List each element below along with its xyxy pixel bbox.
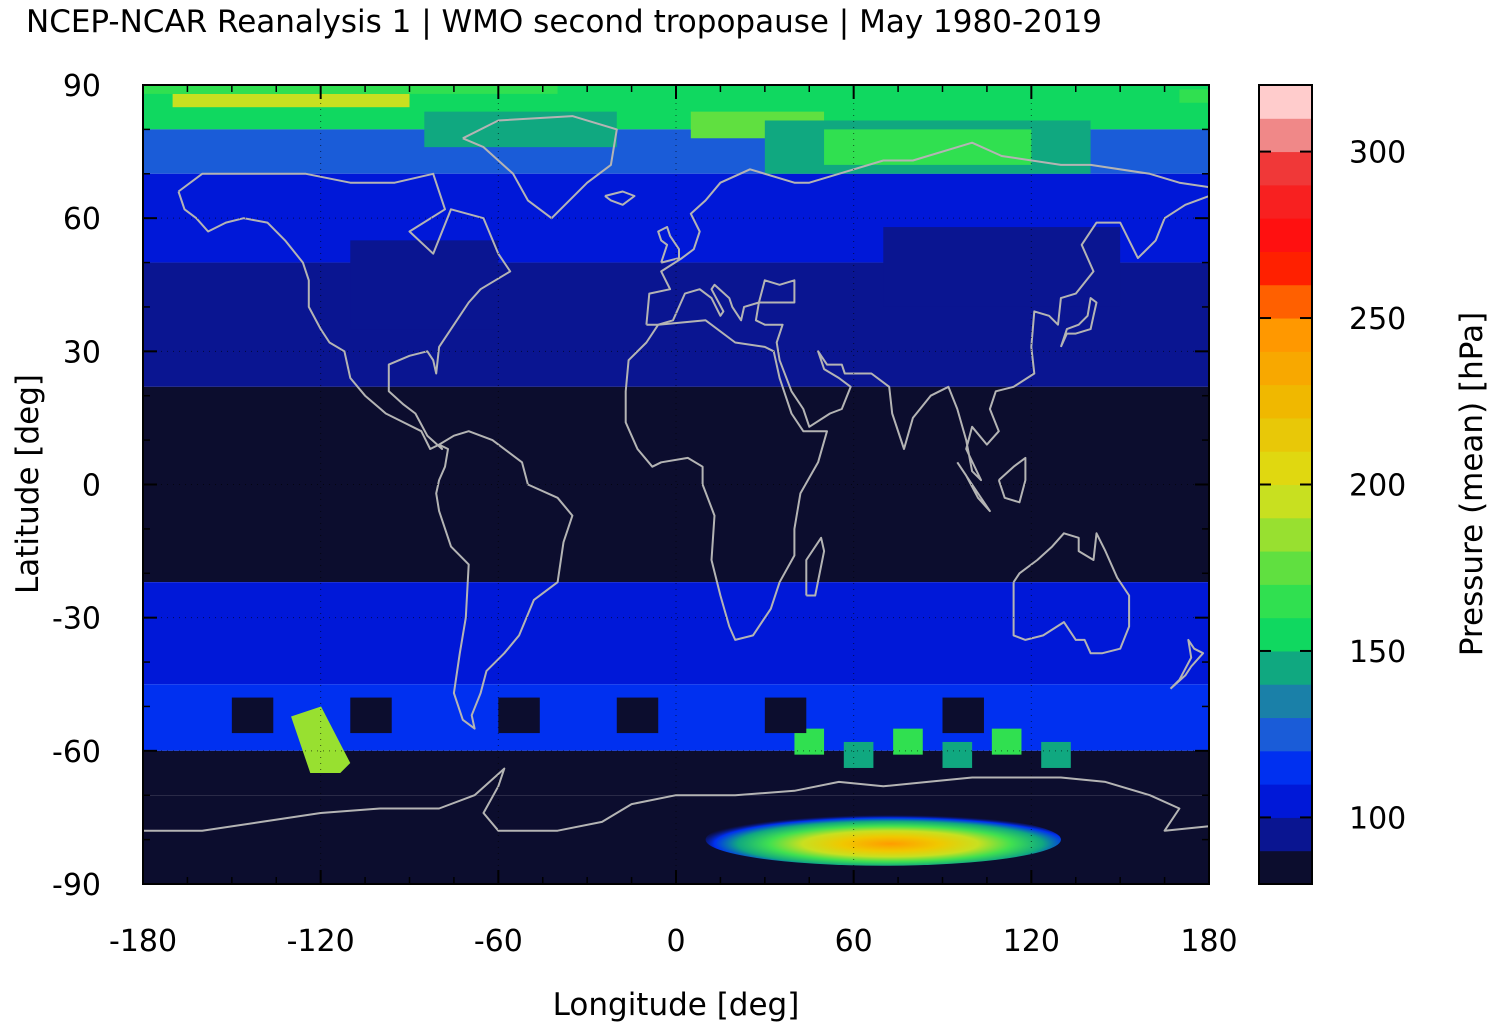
x-tick-label: -120 [287, 924, 355, 959]
southern-pocket [764, 697, 807, 734]
na-trough [350, 240, 499, 330]
y-tick-label: 0 [82, 469, 101, 504]
colorbar-level [1259, 284, 1312, 319]
colorbar-level [1259, 551, 1312, 585]
arctic-patch [172, 93, 410, 108]
colorbar-tick-label: 250 [1349, 302, 1406, 337]
southern-pocket [498, 697, 540, 734]
coastlines [143, 115, 1209, 832]
southern-pocket [942, 697, 984, 734]
colorbar-level [1259, 650, 1312, 685]
y-tick-label: 30 [63, 335, 101, 370]
coastline [645, 141, 1209, 482]
indian-ocean-patch [991, 728, 1022, 755]
coastline [1012, 532, 1131, 655]
x-tick-label: 0 [666, 924, 685, 959]
colorbar-label: Pressure (mean) [hPa] [1454, 312, 1490, 656]
x-tick-label: 120 [1003, 924, 1060, 959]
colorbar-level [1259, 318, 1312, 352]
colorbar-level [1259, 351, 1312, 386]
coastline [997, 456, 1027, 504]
colorbar-level [1259, 717, 1312, 752]
colorbar-level [1259, 251, 1312, 286]
arctic-patch [143, 85, 558, 94]
y-axis-label: Latitude [deg] [10, 374, 46, 594]
chart-title: NCEP-NCAR Reanalysis 1 | WMO second trop… [26, 4, 1102, 40]
coastline [805, 536, 826, 597]
x-tick-label: 60 [835, 924, 873, 959]
colorbar-level [1259, 218, 1312, 252]
x-tick-label: -60 [474, 924, 523, 959]
southern-pocket [350, 697, 392, 734]
coastline [462, 115, 618, 220]
indian-ocean-patch [843, 741, 874, 768]
antarctic-maximum [705, 813, 1061, 866]
x-axis-label: Longitude [deg] [553, 987, 800, 1023]
colorbar-level [1259, 118, 1312, 153]
coastline [143, 767, 1209, 832]
colorbar-level [1259, 750, 1312, 785]
colorbar-level [1259, 817, 1312, 852]
colorbar-level [1259, 484, 1312, 519]
coastline [177, 172, 512, 450]
coastline [1059, 297, 1098, 348]
colorbar-level [1259, 784, 1312, 818]
y-axis-ticks: 90 60 30 0 -30 -60 -90 [52, 69, 1209, 903]
colorbar-level [1259, 617, 1312, 652]
colorbar-tick-label: 200 [1349, 469, 1406, 504]
colorbar-tick-label: 100 [1349, 801, 1406, 836]
y-tick-label: 60 [63, 202, 101, 237]
colorbar-level [1259, 417, 1312, 452]
arctic-patch [1179, 89, 1209, 103]
gridlines [143, 85, 1209, 884]
siberian-high-core [824, 129, 1032, 165]
indian-ocean-patch [1041, 741, 1071, 768]
coastline [604, 190, 636, 206]
colorbar [1259, 85, 1312, 885]
arctic-patch [424, 111, 617, 148]
y-tick-label: -30 [52, 602, 101, 637]
southern-pocket [231, 697, 274, 734]
x-tick-label: -180 [109, 924, 177, 959]
colorbar-level [1259, 85, 1312, 119]
plot-area [143, 85, 1209, 884]
colorbar-level [1259, 684, 1312, 719]
colorbar-level [1259, 850, 1312, 885]
indian-ocean-patch [942, 741, 973, 768]
colorbar-level [1259, 184, 1312, 219]
latitude-band [143, 582, 1209, 685]
colorbar-level [1259, 384, 1312, 419]
colorbar-ticks: 100 150 200 250 300 [1259, 136, 1406, 836]
y-tick-label: -60 [52, 735, 101, 770]
coastline [1169, 638, 1205, 690]
colorbar-level [1259, 151, 1312, 186]
southern-pocket [616, 697, 659, 734]
colorbar-level [1259, 584, 1312, 619]
x-axis-ticks: -180 -120 -60 0 60 120 180 [109, 85, 1238, 959]
colorbar-tick-label: 300 [1349, 136, 1406, 171]
colorbar-level [1259, 451, 1312, 485]
colorbar-level [1259, 517, 1312, 552]
coastline [956, 461, 991, 513]
x-tick-label: 180 [1180, 924, 1237, 959]
y-tick-label: 90 [63, 69, 101, 104]
asia-trough [883, 227, 1121, 307]
coastline [657, 226, 680, 264]
coastline [435, 430, 574, 730]
y-tick-label: -90 [52, 868, 101, 903]
colorbar-tick-label: 150 [1349, 635, 1406, 670]
indian-ocean-patch [893, 728, 923, 755]
coastline [624, 319, 828, 641]
